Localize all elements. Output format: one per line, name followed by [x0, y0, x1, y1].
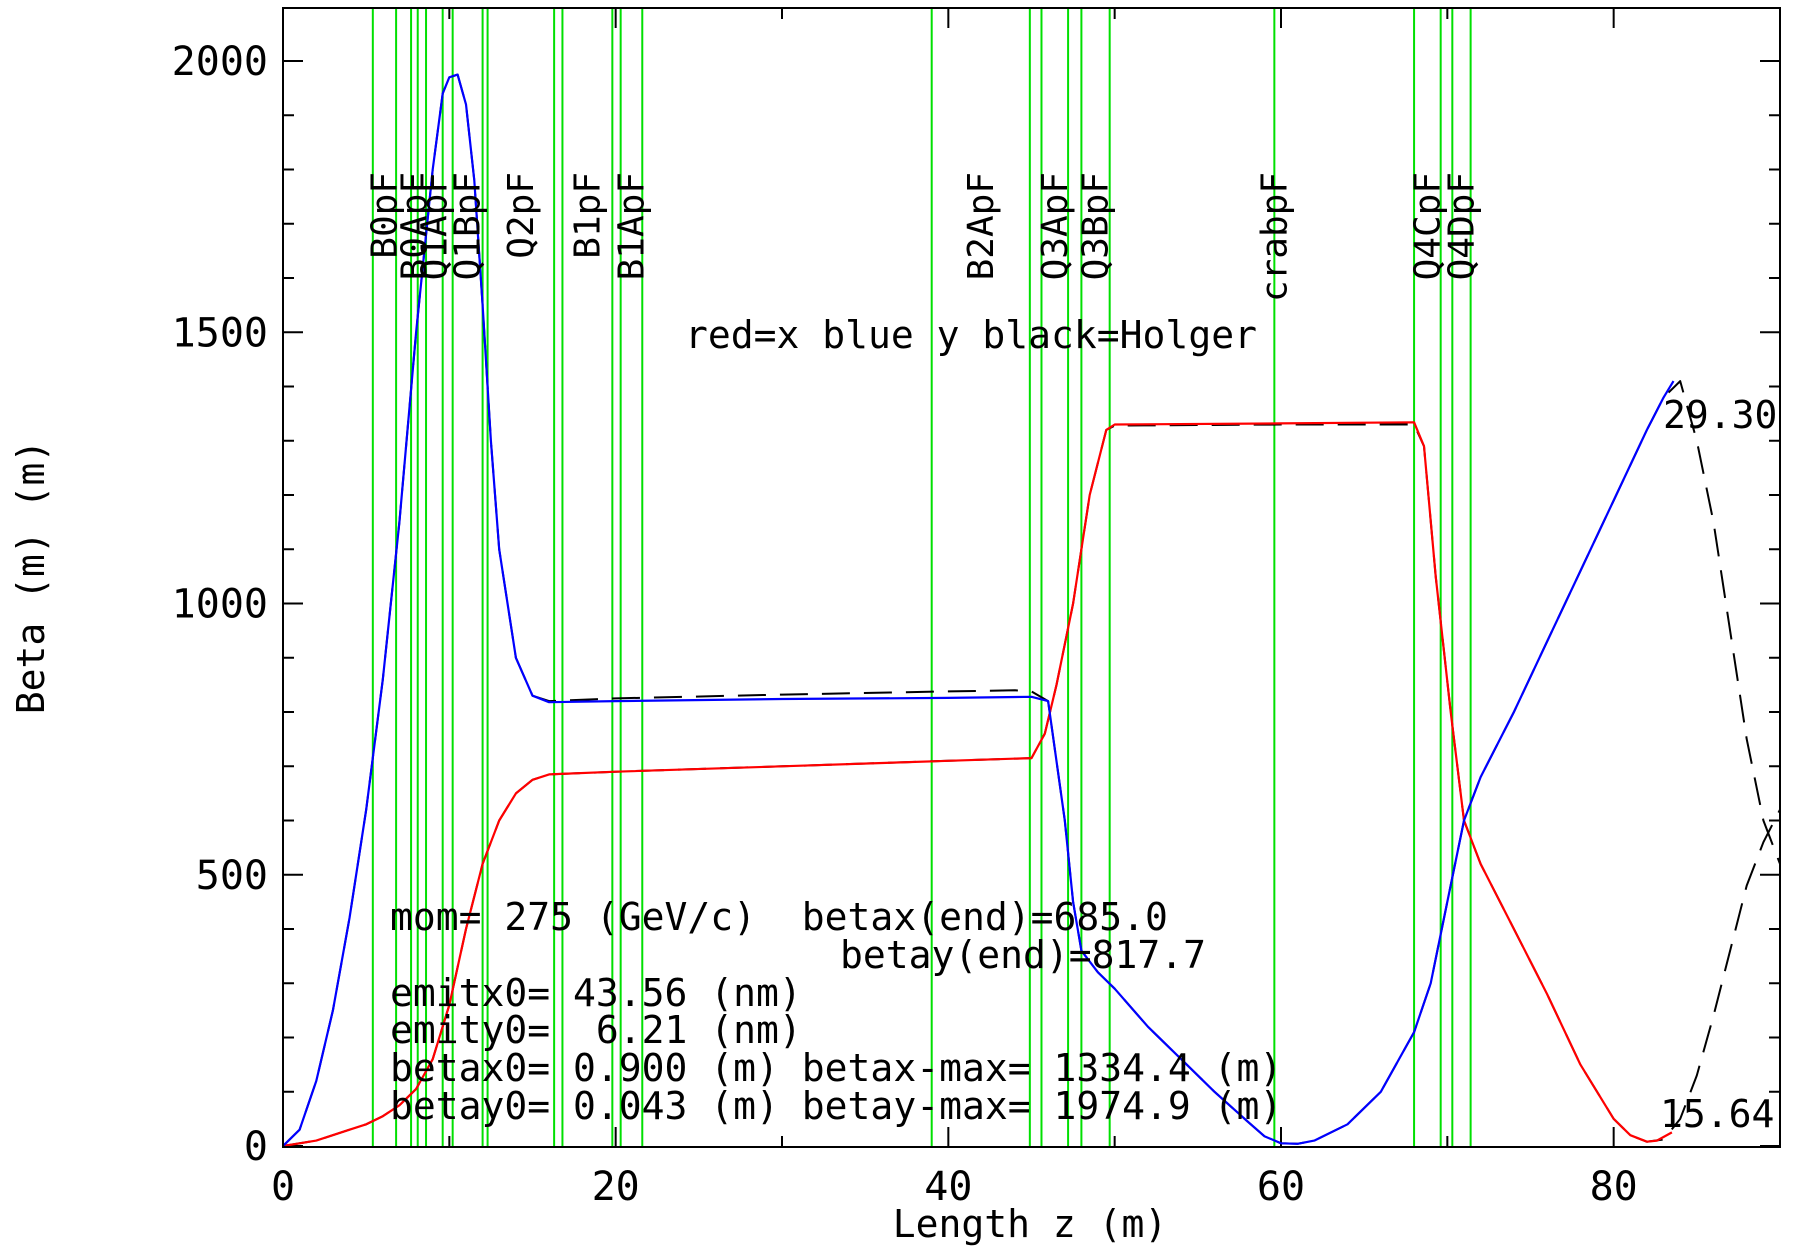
- end-label-blue: 29.30: [1663, 393, 1777, 437]
- y-tick-label: 500: [196, 853, 268, 899]
- plot-frame: [282, 7, 1781, 1148]
- element-label-B0pF: B0pF: [364, 172, 405, 259]
- info-betay-end: betay(end)=817.7: [840, 933, 1206, 977]
- x-tick-label: 60: [1257, 1164, 1305, 1210]
- info-betay: betay0= 0.043 (m) betay-max= 1974.9 (m): [390, 1084, 1282, 1128]
- element-label-B0ApF: B0ApF: [394, 172, 435, 280]
- tick-labels: 0 20 40 60 80 0 500 1000 1500 2000: [172, 39, 1638, 1210]
- info-emity: emity0= 6.21 (nm): [390, 1008, 802, 1052]
- element-label-Q2pF: Q2pF: [501, 172, 542, 259]
- y-axis-title: Beta (m) (m): [9, 440, 53, 715]
- x-tick-label: 20: [592, 1164, 640, 1210]
- series-layer: [282, 73, 1781, 1148]
- element-label-crabpF: crabpF: [1254, 172, 1295, 302]
- x-tick-label: 0: [271, 1164, 295, 1210]
- y-tick-label: 0: [244, 1124, 268, 1170]
- series-line-betay: [282, 73, 1675, 1147]
- element-label-Q4CpF: Q4CpF: [1407, 172, 1448, 280]
- element-label-Q4DpF: Q4DpF: [1441, 172, 1482, 280]
- y-tick-label: 1000: [172, 582, 268, 628]
- y-tick-label: 2000: [172, 39, 268, 85]
- element-label-Q3BpF: Q3BpF: [1076, 172, 1117, 280]
- info-momentum-line: mom= 275 (GeV/c) betax(end)=685.0: [390, 895, 1168, 939]
- element-label-Q1BpF: Q1BpF: [448, 172, 489, 280]
- y-tick-label: 1500: [172, 310, 268, 356]
- element-label-Q1ApF: Q1ApF: [414, 172, 455, 280]
- element-label-B1pF: B1pF: [567, 172, 608, 259]
- info-emitx: emitx0= 43.56 (nm): [390, 971, 802, 1015]
- x-axis-title: Length z (m): [893, 1202, 1168, 1246]
- series-line-betax: [282, 421, 1673, 1148]
- element-label-B1ApF: B1ApF: [611, 172, 652, 280]
- element-label-B2ApF: B2ApF: [961, 172, 1002, 280]
- info-betax: betax0= 0.900 (m) betax-max= 1334.4 (m): [390, 1046, 1282, 1090]
- element-label-Q3ApF: Q3ApF: [1035, 172, 1076, 280]
- x-tick-label: 80: [1590, 1164, 1638, 1210]
- x-tick-label: 40: [924, 1164, 972, 1210]
- legend-note: red=x blue y black=Holger: [685, 313, 1257, 357]
- end-label-red: 15.64: [1660, 1092, 1774, 1136]
- element-markers: [371, 8, 1472, 1147]
